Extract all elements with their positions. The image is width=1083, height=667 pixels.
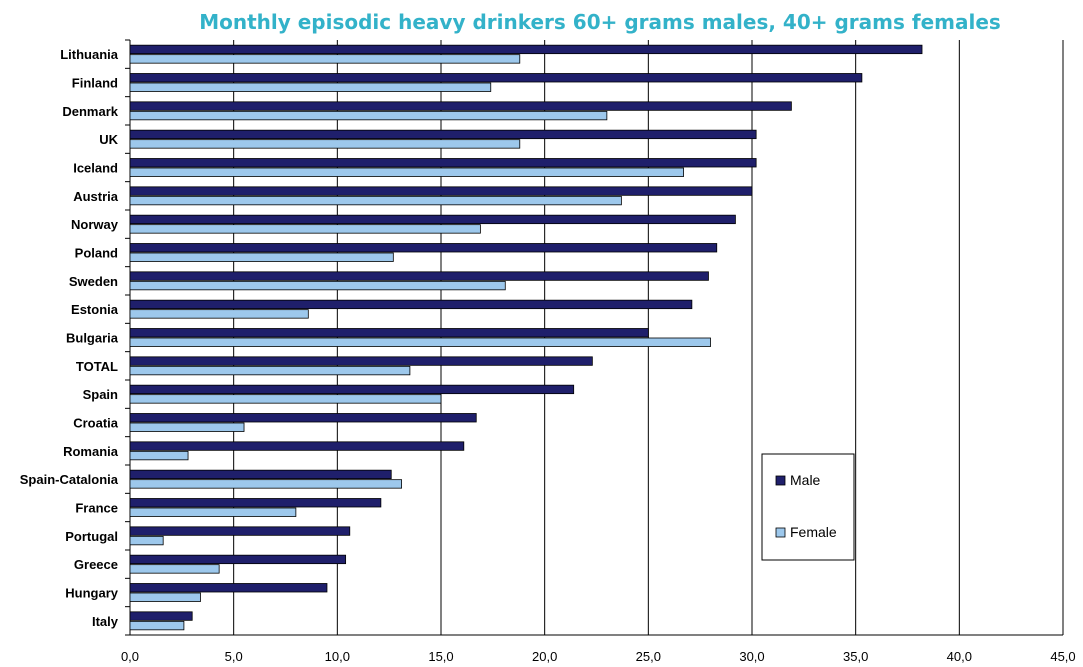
bar-female-austria bbox=[129, 195, 622, 206]
bar-female-estonia bbox=[129, 309, 309, 319]
x-tick-label: 25,0 bbox=[636, 649, 661, 664]
legend-label-male: Male bbox=[790, 472, 821, 488]
bar-male-portugal bbox=[129, 526, 351, 536]
category-label: Denmark bbox=[62, 104, 118, 119]
category-label: Estonia bbox=[71, 302, 119, 317]
category-label: Portugal bbox=[65, 529, 118, 544]
bar-group bbox=[129, 44, 923, 631]
category-label: Spain bbox=[83, 387, 118, 402]
x-tick-label: 20,0 bbox=[532, 649, 557, 664]
category-label: Iceland bbox=[73, 161, 118, 176]
x-tick-label: 0,0 bbox=[121, 649, 139, 664]
x-tick-label: 40,0 bbox=[947, 649, 972, 664]
category-label: Lithuania bbox=[60, 47, 119, 62]
bar-male-spain bbox=[129, 384, 575, 395]
bar-female-bulgaria bbox=[129, 337, 711, 347]
bar-male-bulgaria bbox=[129, 328, 649, 338]
legend-swatch-female bbox=[775, 527, 786, 538]
x-tick-label: 30,0 bbox=[739, 649, 764, 664]
category-labels: Lithuania Finland Denmark UK Iceland Austria N… bbox=[20, 47, 119, 629]
bar-female-lithuania bbox=[129, 54, 521, 64]
bar-female-uk bbox=[129, 139, 521, 149]
x-tick-label: 45,0 bbox=[1050, 649, 1075, 664]
legend: Male Female bbox=[761, 453, 855, 561]
bar-female-romania bbox=[129, 450, 189, 461]
bar-male-denmark bbox=[129, 101, 792, 111]
bar-male-total bbox=[129, 356, 593, 366]
bar-male-spain-catalonia bbox=[129, 469, 392, 480]
category-label: France bbox=[75, 501, 118, 516]
bar-female-finland bbox=[129, 82, 492, 92]
legend-label-female: Female bbox=[790, 524, 837, 540]
x-tick-labels: 0,0 5,0 10,0 15,0 20,0 25,0 30,0 35,0 40,0 45,0 bbox=[121, 649, 1076, 664]
category-label: Austria bbox=[73, 189, 119, 204]
category-label: Croatia bbox=[73, 416, 119, 431]
category-label: Bulgaria bbox=[66, 331, 119, 346]
bar-female-denmark bbox=[129, 110, 608, 121]
bar-male-croatia bbox=[129, 413, 477, 423]
bar-female-hungary bbox=[129, 592, 201, 602]
bar-female-poland bbox=[129, 252, 394, 262]
bar-female-italy bbox=[129, 620, 185, 631]
bar-male-sweden bbox=[129, 271, 709, 281]
category-label: Romania bbox=[63, 444, 119, 459]
bar-male-poland bbox=[129, 243, 718, 253]
bar-male-france bbox=[129, 498, 382, 508]
chart-title: Monthly episodic heavy drinkers 60+ gram… bbox=[199, 10, 1001, 34]
bar-female-iceland bbox=[129, 167, 684, 177]
category-label: Norway bbox=[71, 217, 119, 232]
bar-male-lithuania bbox=[129, 44, 923, 55]
x-tick-label: 35,0 bbox=[843, 649, 868, 664]
bar-male-hungary bbox=[129, 583, 328, 593]
bar-female-croatia bbox=[129, 422, 245, 432]
x-tick-label: 5,0 bbox=[225, 649, 243, 664]
category-label: UK bbox=[99, 132, 118, 147]
category-label: Italy bbox=[92, 614, 119, 629]
bar-male-italy bbox=[129, 611, 193, 621]
x-tick-label: 15,0 bbox=[428, 649, 453, 664]
category-label: Hungary bbox=[65, 586, 119, 601]
bar-female-greece bbox=[129, 564, 220, 574]
category-label: TOTAL bbox=[76, 359, 118, 374]
bar-male-austria bbox=[129, 186, 753, 196]
grid-lines bbox=[125, 39, 1064, 636]
bar-female-sweden bbox=[129, 280, 506, 291]
category-label: Finland bbox=[72, 76, 118, 91]
category-label: Greece bbox=[74, 557, 118, 572]
bar-male-norway bbox=[129, 214, 736, 225]
bar-female-spain bbox=[129, 394, 442, 404]
bar-male-finland bbox=[129, 73, 863, 83]
legend-swatch-male bbox=[775, 475, 786, 486]
bar-male-greece bbox=[129, 554, 347, 565]
bar-female-total bbox=[129, 365, 411, 376]
bar-male-iceland bbox=[129, 158, 757, 168]
x-tick-label: 10,0 bbox=[325, 649, 350, 664]
category-label: Spain-Catalonia bbox=[20, 472, 119, 487]
bar-male-estonia bbox=[129, 299, 693, 310]
bar-male-romania bbox=[129, 441, 465, 451]
bar-female-france bbox=[129, 507, 297, 517]
legend-box bbox=[761, 453, 855, 561]
bar-female-norway bbox=[129, 224, 481, 234]
category-label: Poland bbox=[75, 246, 118, 261]
bar-female-portugal bbox=[129, 535, 164, 546]
bar-female-spain-catalonia bbox=[129, 479, 403, 489]
bar-male-uk bbox=[129, 129, 757, 140]
category-label: Sweden bbox=[69, 274, 118, 289]
